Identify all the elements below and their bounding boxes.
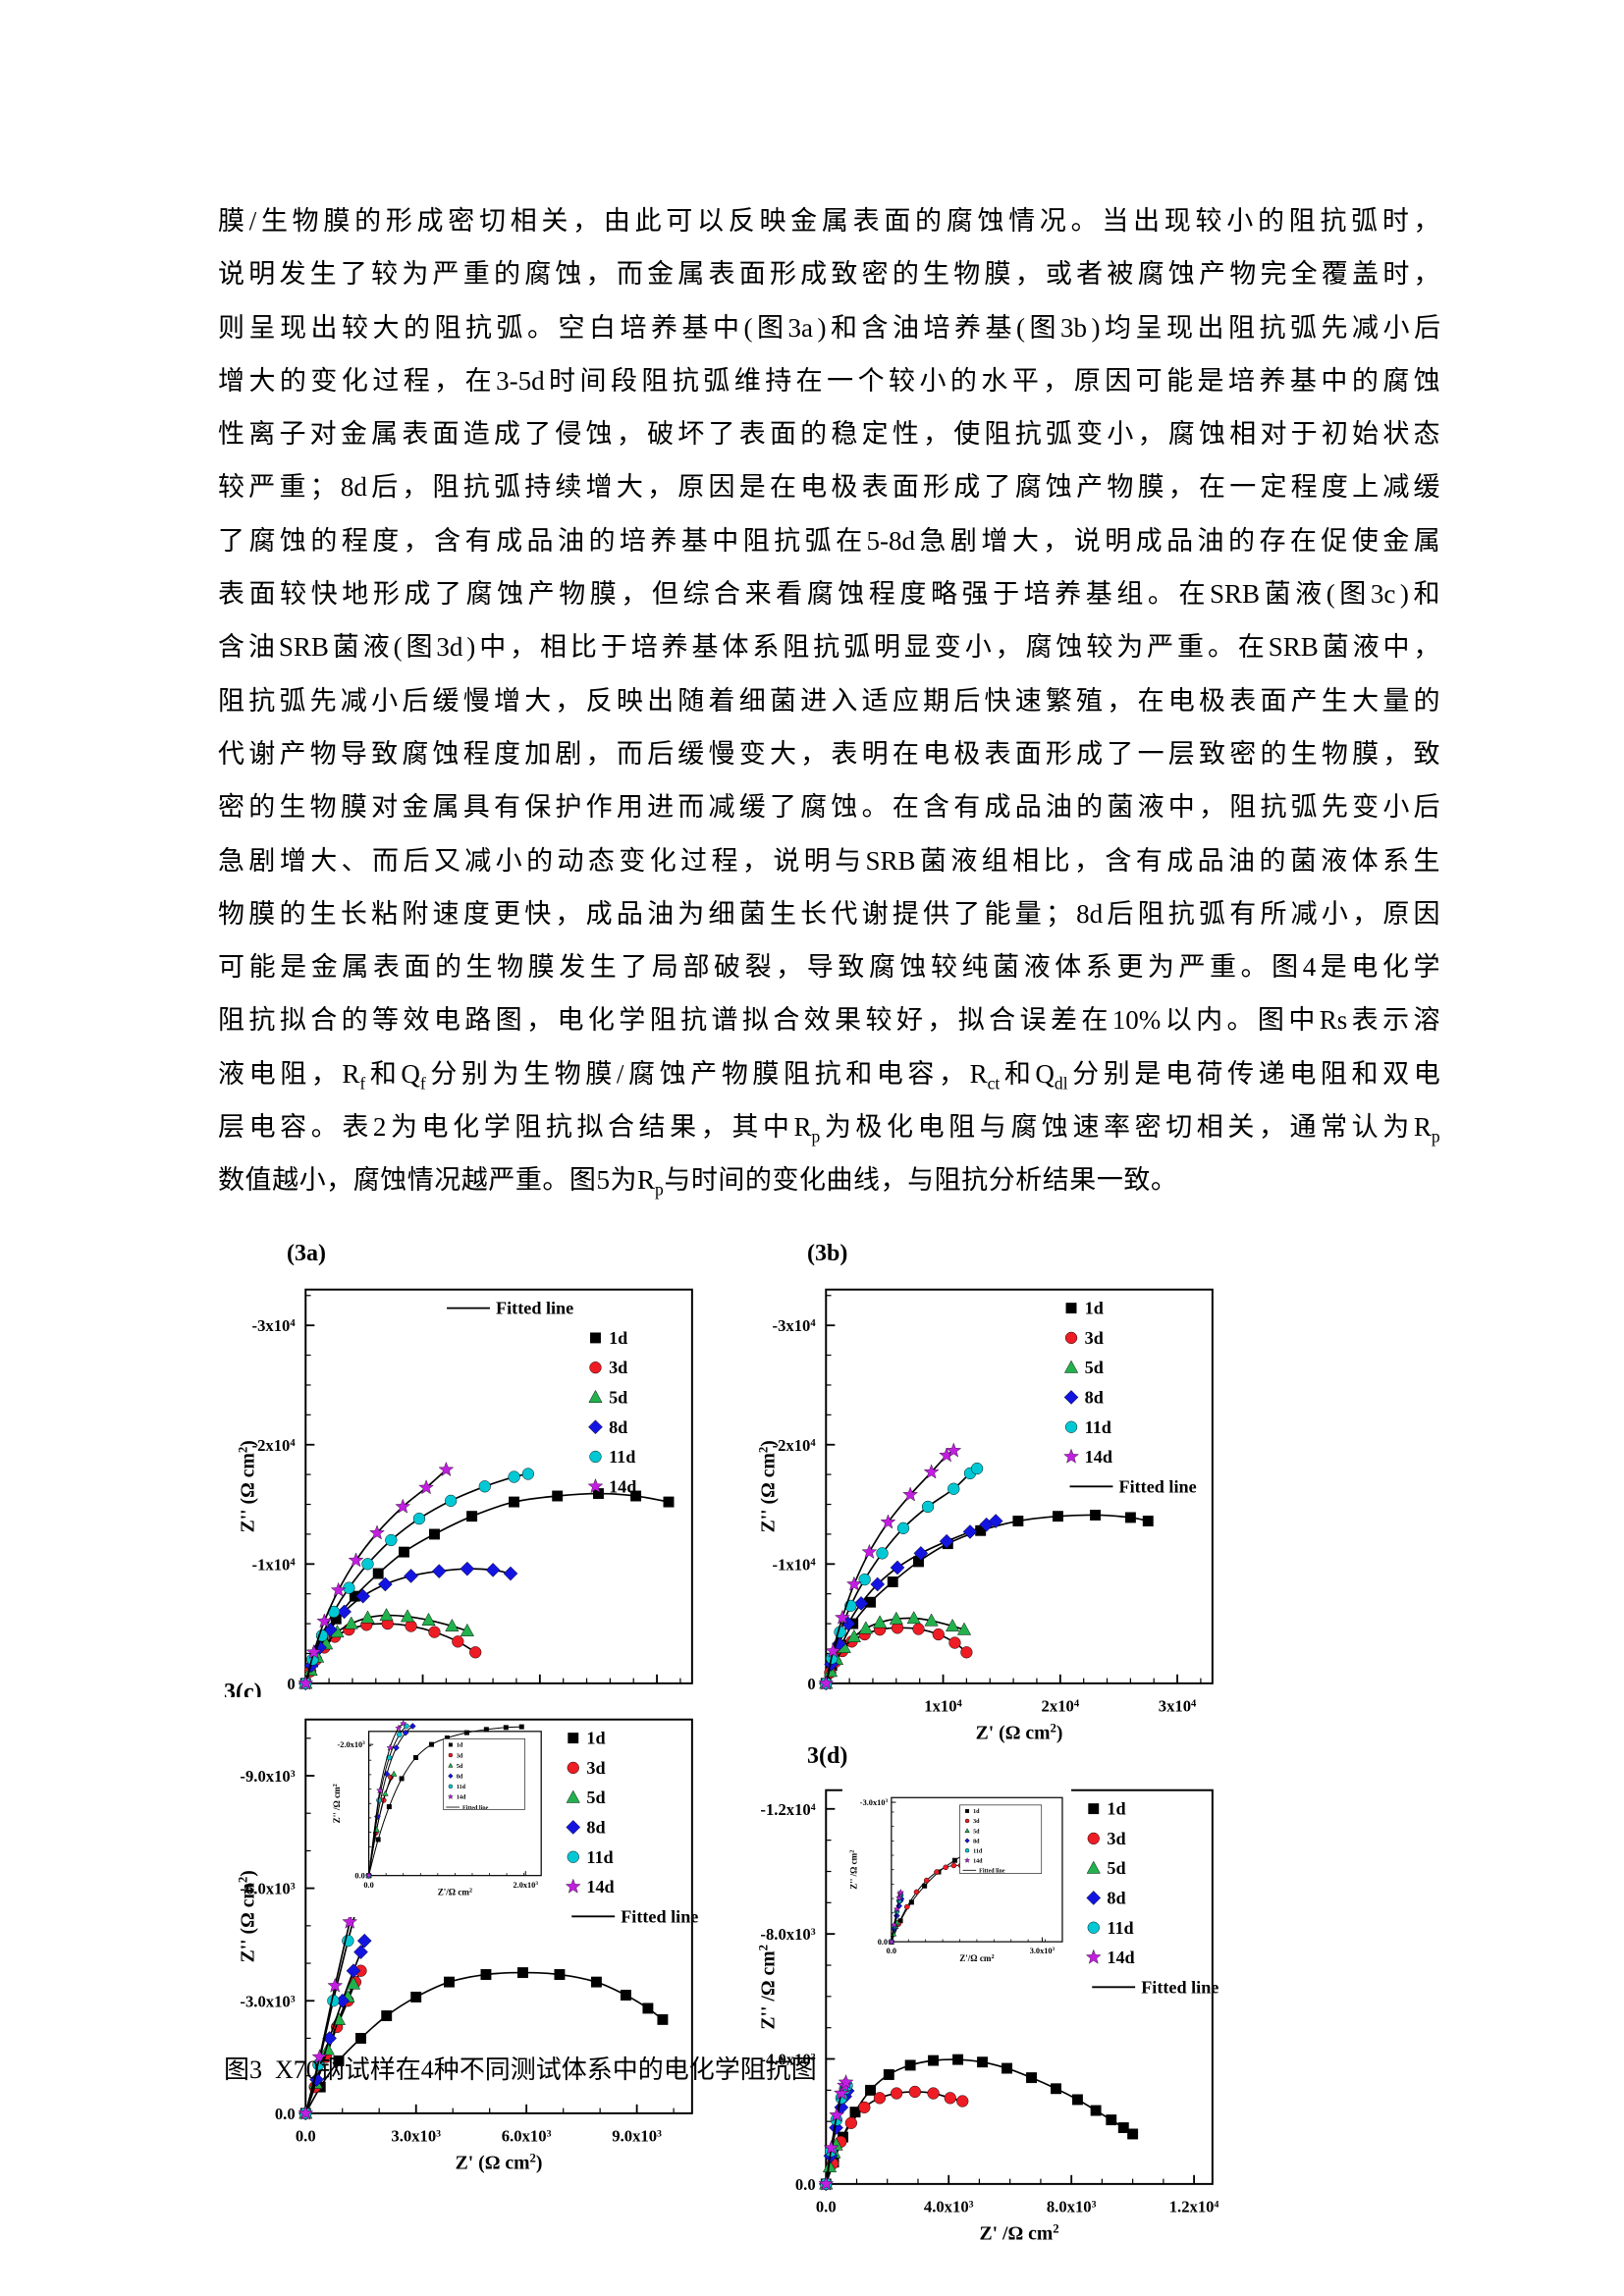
svg-text:0: 0 [287, 1675, 295, 1693]
svg-text:-9.0x103: -9.0x103 [240, 1767, 295, 1786]
svg-text:-3x104: -3x104 [773, 1316, 817, 1335]
svg-text:Z'' (Ω cm2): Z'' (Ω cm2) [236, 1440, 258, 1532]
svg-text:Z'' /Ω cm2: Z'' /Ω cm2 [756, 1945, 779, 2030]
svg-text:5d: 5d [1085, 1358, 1104, 1377]
svg-text:3d: 3d [586, 1758, 605, 1778]
svg-text:3.0x103: 3.0x103 [1030, 1947, 1056, 1955]
svg-text:8d: 8d [457, 1775, 463, 1781]
svg-text:11d: 11d [1107, 1918, 1133, 1938]
svg-text:9.0x103: 9.0x103 [612, 2127, 662, 2146]
svg-text:8.0x103: 8.0x103 [1047, 2198, 1097, 2216]
svg-text:11d: 11d [973, 1848, 983, 1854]
svg-text:2.0x103: 2.0x103 [513, 1881, 538, 1890]
svg-text:8d: 8d [609, 1417, 627, 1437]
svg-text:5d: 5d [973, 1829, 980, 1835]
svg-text:14d: 14d [973, 1859, 983, 1865]
svg-text:-2.0x103: -2.0x103 [338, 1740, 366, 1749]
svg-text:8d: 8d [586, 1818, 605, 1838]
svg-text:14d: 14d [586, 1877, 614, 1896]
svg-text:Fitted line: Fitted line [496, 1299, 573, 1318]
svg-text:Z'' (Ω cm2): Z'' (Ω cm2) [236, 1870, 258, 1962]
svg-text:1d: 1d [973, 1809, 980, 1815]
svg-text:-1x104: -1x104 [773, 1555, 817, 1574]
svg-text:5d: 5d [609, 1388, 627, 1408]
svg-text:5d: 5d [586, 1788, 605, 1807]
svg-text:Z'' (Ω cm2): Z'' (Ω cm2) [756, 1440, 779, 1532]
svg-text:0.0: 0.0 [296, 2127, 316, 2146]
svg-text:14d: 14d [609, 1476, 636, 1496]
svg-text:Z'' /Ω cm2: Z'' /Ω cm2 [332, 1784, 342, 1823]
svg-text:14d: 14d [1085, 1447, 1112, 1467]
svg-text:3d: 3d [973, 1819, 980, 1825]
svg-text:0.0: 0.0 [878, 1938, 888, 1947]
svg-text:Z' (Ω cm2): Z' (Ω cm2) [976, 1722, 1063, 1744]
svg-text:3d: 3d [1085, 1328, 1104, 1348]
svg-text:0.0: 0.0 [354, 1872, 364, 1881]
svg-text:3.0x103: 3.0x103 [391, 2127, 441, 2146]
svg-text:3d: 3d [1107, 1829, 1125, 1848]
svg-text:Z'' /Ω cm2: Z'' /Ω cm2 [848, 1850, 859, 1890]
svg-text:-3x104: -3x104 [252, 1316, 297, 1335]
svg-text:Fitted line: Fitted line [621, 1906, 698, 1926]
svg-text:-8.0x103: -8.0x103 [760, 1925, 815, 1944]
svg-text:0: 0 [807, 1675, 815, 1693]
svg-text:8d: 8d [973, 1839, 980, 1844]
svg-text:11d: 11d [586, 1847, 613, 1867]
svg-text:4.0x103: 4.0x103 [924, 2198, 974, 2216]
svg-text:1d: 1d [586, 1729, 605, 1748]
svg-text:Fitted line: Fitted line [1118, 1476, 1196, 1496]
svg-text:11d: 11d [1085, 1417, 1111, 1437]
svg-text:3d: 3d [609, 1358, 627, 1377]
svg-text:Fitted line: Fitted line [979, 1869, 1005, 1875]
svg-text:1d: 1d [1107, 1799, 1125, 1819]
svg-text:5d: 5d [457, 1764, 463, 1770]
svg-text:14d: 14d [1107, 1948, 1134, 1967]
svg-text:Fitted line: Fitted line [462, 1805, 489, 1811]
svg-text:Z' /Ω cm2: Z' /Ω cm2 [979, 2222, 1058, 2245]
svg-text:0.0: 0.0 [795, 2175, 816, 2194]
svg-text:1d: 1d [1085, 1299, 1104, 1318]
svg-text:-1x104: -1x104 [252, 1555, 297, 1574]
svg-text:8d: 8d [1085, 1388, 1104, 1408]
svg-text:0.0: 0.0 [887, 1947, 896, 1955]
svg-text:5d: 5d [1107, 1858, 1125, 1878]
svg-text:3d: 3d [457, 1753, 463, 1759]
svg-text:-1.2x104: -1.2x104 [760, 1800, 815, 1819]
svg-text:0.0: 0.0 [816, 2198, 837, 2216]
svg-text:14d: 14d [457, 1795, 466, 1801]
svg-text:Fitted line: Fitted line [1141, 1977, 1218, 1997]
svg-text:-3.0x103: -3.0x103 [860, 1798, 889, 1807]
svg-text:Z'/Ω cm2: Z'/Ω cm2 [438, 1887, 472, 1897]
svg-text:11d: 11d [609, 1447, 635, 1467]
svg-text:0.0: 0.0 [363, 1881, 373, 1890]
svg-text:8d: 8d [1107, 1889, 1125, 1908]
svg-text:6.0x103: 6.0x103 [502, 2127, 552, 2146]
svg-text:-3.0x103: -3.0x103 [240, 1992, 295, 2010]
svg-text:1d: 1d [609, 1328, 627, 1348]
svg-text:Z'/Ω cm2: Z'/Ω cm2 [959, 1952, 994, 1963]
svg-text:11d: 11d [457, 1785, 466, 1790]
svg-text:0.0: 0.0 [275, 2105, 296, 2123]
svg-text:1.2x104: 1.2x104 [1169, 2198, 1219, 2216]
svg-text:Z' (Ω cm2): Z' (Ω cm2) [456, 2152, 543, 2174]
svg-text:1d: 1d [457, 1743, 463, 1749]
